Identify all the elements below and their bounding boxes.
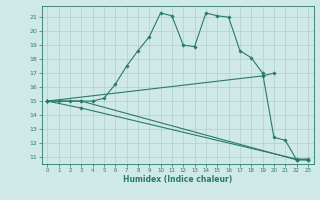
X-axis label: Humidex (Indice chaleur): Humidex (Indice chaleur)	[123, 175, 232, 184]
